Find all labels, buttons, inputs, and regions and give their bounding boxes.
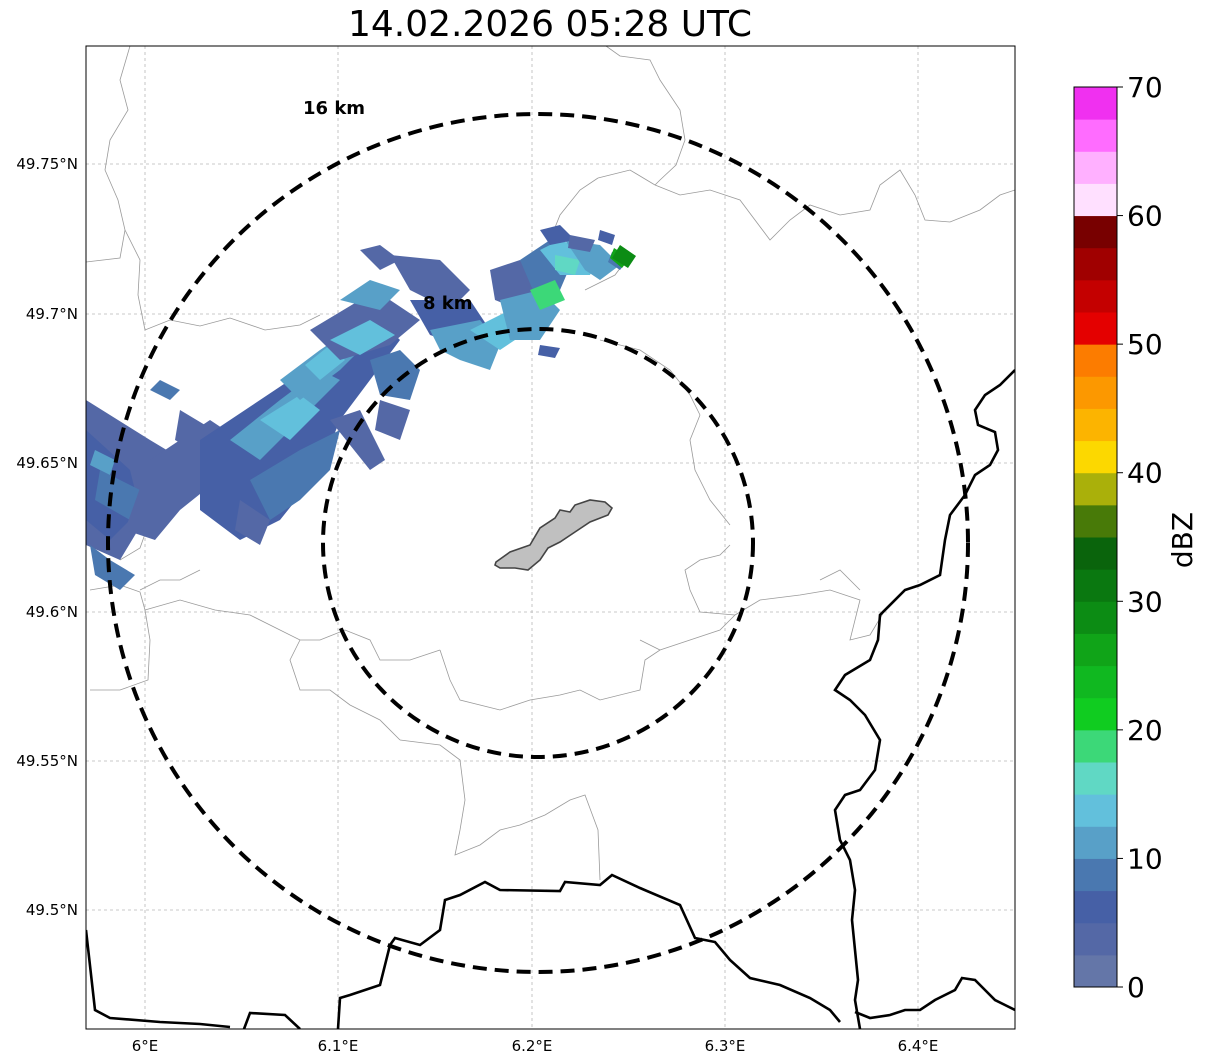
colorbar-segment [1074, 440, 1117, 474]
colorbar-segment [1074, 922, 1117, 956]
city-outline [494, 499, 614, 571]
colorbar-segment [1074, 569, 1117, 602]
colorbar-segment [1074, 537, 1117, 570]
colorbar-tick-label: 50 [1127, 328, 1163, 361]
colorbar-tick-label: 70 [1127, 71, 1163, 104]
lon-tick: 6°E [132, 1037, 159, 1055]
lat-tick: 49.6°N [26, 603, 78, 621]
map-title: 14.02.2026 05:28 UTC [347, 4, 753, 45]
gridlines [86, 46, 1015, 1029]
colorbar: 0 10 20 30 40 50 60 70 dBZ [1073, 71, 1199, 1004]
colorbar-segment [1074, 408, 1117, 442]
ring-label-16km: 16 km [303, 98, 365, 119]
colorbar-frame [1073, 86, 1118, 988]
lat-tick: 49.75°N [16, 155, 78, 173]
colorbar-segment [1074, 247, 1117, 281]
range-ring-16km [106, 112, 970, 974]
lon-tick: 6.1°E [318, 1037, 359, 1055]
colorbar-segment [1074, 183, 1117, 217]
colorbar-segment [1074, 344, 1117, 377]
lon-tick: 6.4°E [898, 1037, 939, 1055]
colorbar-segment [1074, 633, 1117, 667]
colorbar-tick-label: 30 [1127, 585, 1163, 618]
colorbar-segment [1074, 858, 1117, 892]
lat-tick: 49.5°N [26, 901, 78, 919]
colorbar-segment [1074, 890, 1117, 924]
colorbar-segment [1074, 312, 1117, 345]
colorbar-segment [1074, 504, 1117, 538]
colorbar-segment [1074, 151, 1117, 184]
colorbar-label: dBZ [1166, 512, 1199, 568]
colorbar-tick-label: 0 [1127, 971, 1145, 1004]
colorbar-segment [1074, 376, 1117, 409]
colorbar-segments [1074, 87, 1117, 988]
colorbar-segment [1074, 826, 1117, 859]
colorbar-segment [1074, 472, 1117, 506]
lat-tick: 49.7°N [26, 305, 78, 323]
colorbar-tick-label: 40 [1127, 457, 1163, 490]
colorbar-segment [1074, 279, 1117, 313]
colorbar-segment [1074, 762, 1117, 795]
colorbar-segment [1074, 215, 1117, 249]
colorbar-tick-label: 60 [1127, 200, 1163, 233]
colorbar-segment [1074, 601, 1117, 634]
colorbar-tick-label: 10 [1127, 842, 1163, 875]
ring-label-8km: 8 km [423, 293, 473, 314]
range-ring-8km [321, 327, 755, 759]
colorbar-segment [1074, 794, 1117, 827]
colorbar-segment [1074, 119, 1117, 152]
colorbar-segment [1074, 954, 1117, 988]
lon-tick: 6.2°E [512, 1037, 553, 1055]
lat-tick: 49.65°N [16, 454, 78, 472]
colorbar-segment [1074, 665, 1117, 699]
map-frame [85, 45, 1016, 1030]
lat-tick: 49.55°N [16, 752, 78, 770]
lon-tick: 6.3°E [705, 1037, 746, 1055]
colorbar-segment [1074, 87, 1117, 120]
colorbar-tick-label: 20 [1127, 714, 1163, 747]
colorbar-segment [1074, 697, 1117, 731]
range-rings [106, 112, 970, 974]
colorbar-segment [1074, 729, 1117, 763]
colorbar-ticks: 0 10 20 30 40 50 60 70 [1117, 71, 1163, 1004]
country-borders [86, 369, 1015, 1029]
